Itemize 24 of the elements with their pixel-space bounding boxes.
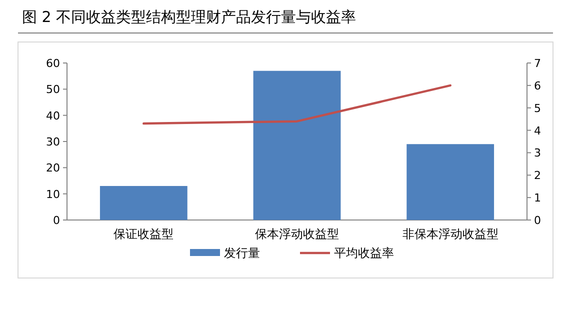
y2-tick-label: 4: [534, 124, 541, 138]
y2-tick-label: 0: [534, 214, 541, 227]
chart-title: 图 2 不同收益类型结构型理财产品发行量与收益率: [22, 8, 356, 26]
x-tick-label: 保证收益型: [114, 227, 174, 241]
y2-tick-label: 2: [534, 169, 541, 182]
y-tick-label: 60: [46, 57, 60, 70]
y2-tick-label: 1: [534, 192, 541, 205]
bar: [100, 186, 188, 220]
y-tick-label: 20: [46, 162, 60, 175]
y2-tick-label: 6: [534, 79, 541, 92]
x-tick-label: 保本浮动收益型: [255, 227, 339, 241]
bar: [253, 70, 341, 220]
y-tick-label: 40: [46, 109, 60, 122]
y-tick-label: 50: [46, 83, 60, 96]
bar: [406, 144, 494, 220]
legend-label: 发行量: [224, 246, 260, 260]
x-tick-label: 非保本浮动收益型: [402, 227, 498, 241]
y2-tick-label: 7: [534, 57, 541, 70]
y2-tick-label: 5: [534, 102, 541, 115]
y-tick-label: 10: [46, 188, 60, 201]
legend-label: 平均收益率: [334, 246, 394, 260]
y-tick-label: 0: [53, 214, 60, 227]
y-tick-label: 30: [46, 136, 60, 148]
y2-tick-label: 3: [534, 146, 541, 160]
